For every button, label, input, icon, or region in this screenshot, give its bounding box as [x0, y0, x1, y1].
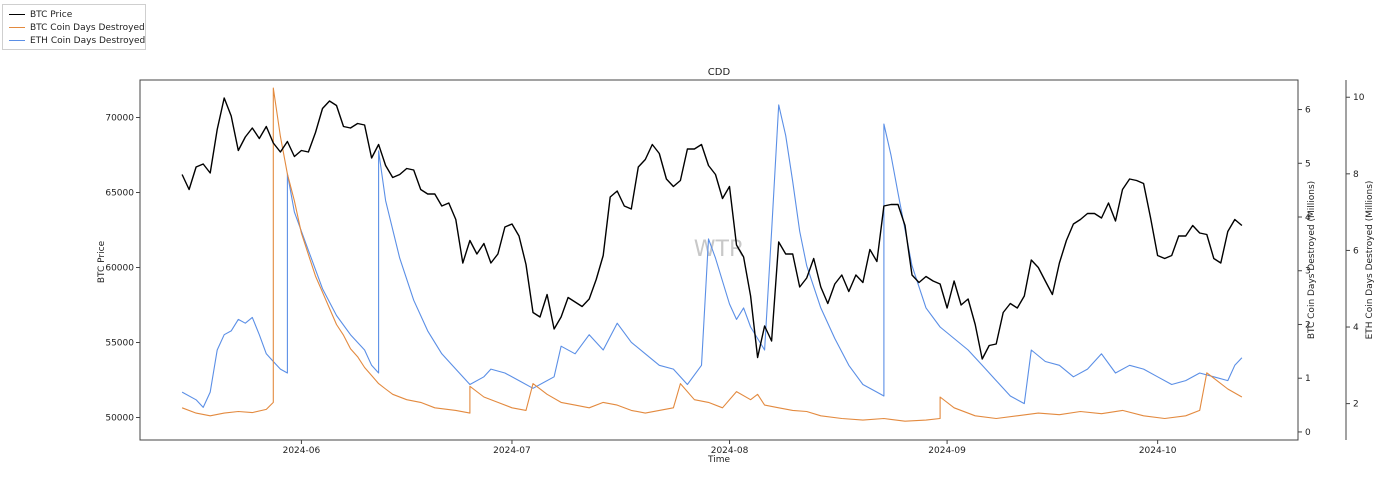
x-tick-label: 2024-10 [1139, 446, 1177, 456]
y-axis-right2-label: ETH Coin Days Destroyed (Millions) [1365, 181, 1375, 340]
y-left-tick-label: 50000 [105, 414, 134, 424]
y-right1-tick-label: 1 [1305, 374, 1311, 384]
y-left-tick-label: 60000 [105, 264, 134, 274]
legend-swatch-btc-cdd [9, 27, 25, 28]
legend-item-btc-cdd: BTC Coin Days Destroyed [9, 22, 145, 34]
legend-label-eth-cdd: ETH Coin Days Destroyed [30, 36, 146, 46]
chart-legend: BTC Price BTC Coin Days Destroyed ETH Co… [2, 4, 146, 50]
legend-label-btc-cdd: BTC Coin Days Destroyed [30, 23, 145, 33]
y-right2-tick-label: 10 [1353, 93, 1365, 103]
chart-title: CDD [708, 67, 731, 78]
x-tick-label: 2024-09 [928, 446, 966, 456]
y-left-tick-label: 55000 [105, 339, 134, 349]
y-right2-tick-label: 8 [1353, 170, 1359, 180]
y-axis-right1-label: BTC Coin Days Destroyed (Millions) [1307, 181, 1317, 339]
y-right1-tick-label: 2 [1305, 320, 1311, 330]
legend-label-btc-price: BTC Price [30, 10, 73, 20]
x-axis-label: Time [707, 455, 730, 465]
x-tick-label: 2024-06 [283, 446, 321, 456]
plot-frame [139, 79, 1299, 441]
legend-item-btc-price: BTC Price [9, 9, 72, 21]
btc-cdd-line [181, 87, 1243, 422]
y-right2-tick-label: 6 [1353, 246, 1359, 256]
y-right1-tick-label: 4 [1305, 213, 1311, 223]
y-left-tick-label: 65000 [105, 189, 134, 199]
x-tick-label: 2024-07 [493, 446, 531, 456]
legend-item-eth-cdd: ETH Coin Days Destroyed [9, 35, 145, 47]
y-right1-tick-label: 3 [1305, 267, 1311, 277]
y-right1-tick-label: 5 [1305, 159, 1311, 169]
y-right1-tick-label: 0 [1305, 428, 1311, 438]
y-left-tick-label: 70000 [105, 114, 134, 124]
axes-layer: 2024-06 2024-07 2024-08 2024-09 2024-10 50000… [105, 80, 1365, 456]
series-layer [181, 87, 1243, 422]
legend-swatch-btc-price [9, 14, 25, 15]
y-right1-tick-label: 6 [1305, 106, 1311, 116]
y-axis-left-label: BTC Price [97, 240, 107, 283]
legend-swatch-eth-cdd [9, 40, 25, 41]
btc-price-line [181, 97, 1243, 360]
x-tick-label: 2024-08 [711, 446, 749, 456]
y-right2-tick-label: 4 [1353, 323, 1359, 333]
y-right2-tick-label: 2 [1353, 400, 1359, 410]
